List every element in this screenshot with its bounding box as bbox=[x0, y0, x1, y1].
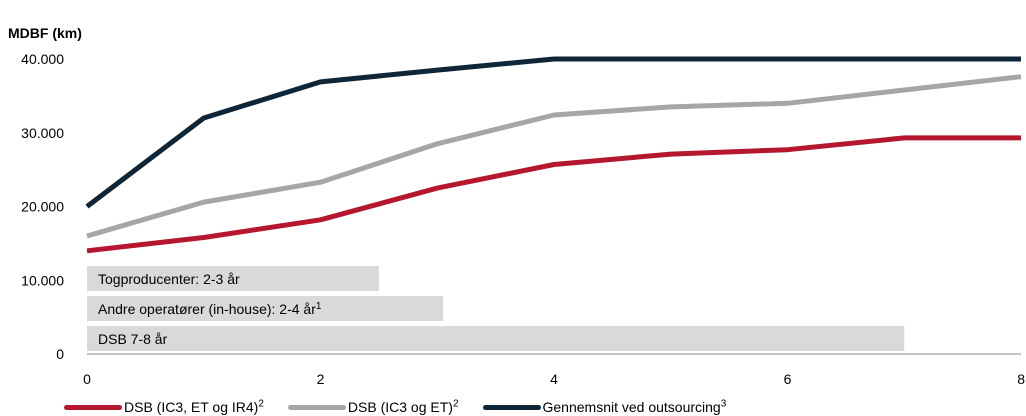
annotation-bar bbox=[87, 266, 379, 291]
x-tick-label: 6 bbox=[784, 371, 792, 387]
y-tick-label: 10.000 bbox=[21, 272, 64, 288]
annotation-bar bbox=[87, 296, 444, 321]
series-lines bbox=[85, 56, 1022, 254]
annotation-bar-label: DSB 7-8 år bbox=[98, 331, 168, 347]
y-tick-label: 20.000 bbox=[21, 199, 64, 215]
x-tick-label: 2 bbox=[317, 371, 325, 387]
footnote-marker: 3 bbox=[720, 398, 727, 410]
legend-swatch bbox=[287, 404, 346, 410]
x-tick-labels: 0 2 4 6 8 bbox=[83, 371, 1025, 387]
series-line bbox=[86, 74, 1022, 239]
annotation-bar-label: Andre operatører (in-house): 2-4 år1 bbox=[98, 301, 322, 317]
legend-label: DSB (IC3 og ET)2 bbox=[347, 398, 459, 415]
y-axis-label: MDBF (km) bbox=[8, 25, 82, 41]
annotation-bars: Togproducenter: 2-3 år Andre operatører (… bbox=[87, 266, 905, 351]
legend: DSB (IC3, ET og IR4)2 DSB (IC3 og ET)2 Gen… bbox=[64, 398, 750, 416]
legend-swatch bbox=[64, 404, 122, 410]
legend-item: DSB (IC3, ET og IR4)2 bbox=[64, 399, 264, 415]
y-tick-labels: 0 10.000 20.000 30.000 40.000 bbox=[21, 51, 64, 362]
y-tick-label: 0 bbox=[56, 346, 64, 362]
footnote-marker: 2 bbox=[258, 398, 264, 410]
y-tick-label: 40.000 bbox=[21, 51, 64, 67]
legend-swatch bbox=[482, 404, 541, 410]
legend-label: Gennemsnit ved outsourcing3 bbox=[542, 398, 727, 415]
legend-item: Gennemsnit ved outsourcing3 bbox=[482, 398, 727, 415]
x-tick-label: 8 bbox=[1017, 371, 1025, 387]
series-line bbox=[86, 135, 1021, 254]
legend-label: DSB (IC3, ET og IR4)2 bbox=[124, 398, 264, 415]
line-chart: MDBF (km) 0 10.000 20.000 30.000 40.000 Togp… bbox=[8, 25, 1025, 387]
footnote-marker: 2 bbox=[452, 398, 459, 410]
footnote-marker: 1 bbox=[316, 301, 322, 312]
x-tick-label: 4 bbox=[550, 371, 558, 387]
annotation-bar-label: Togproducenter: 2-3 år bbox=[98, 271, 240, 287]
legend-item: DSB (IC3 og ET)2 bbox=[287, 398, 459, 415]
series-line bbox=[85, 56, 1021, 209]
annotation-bar bbox=[87, 326, 905, 351]
x-tick-label: 0 bbox=[83, 371, 91, 387]
y-tick-label: 30.000 bbox=[21, 125, 64, 141]
